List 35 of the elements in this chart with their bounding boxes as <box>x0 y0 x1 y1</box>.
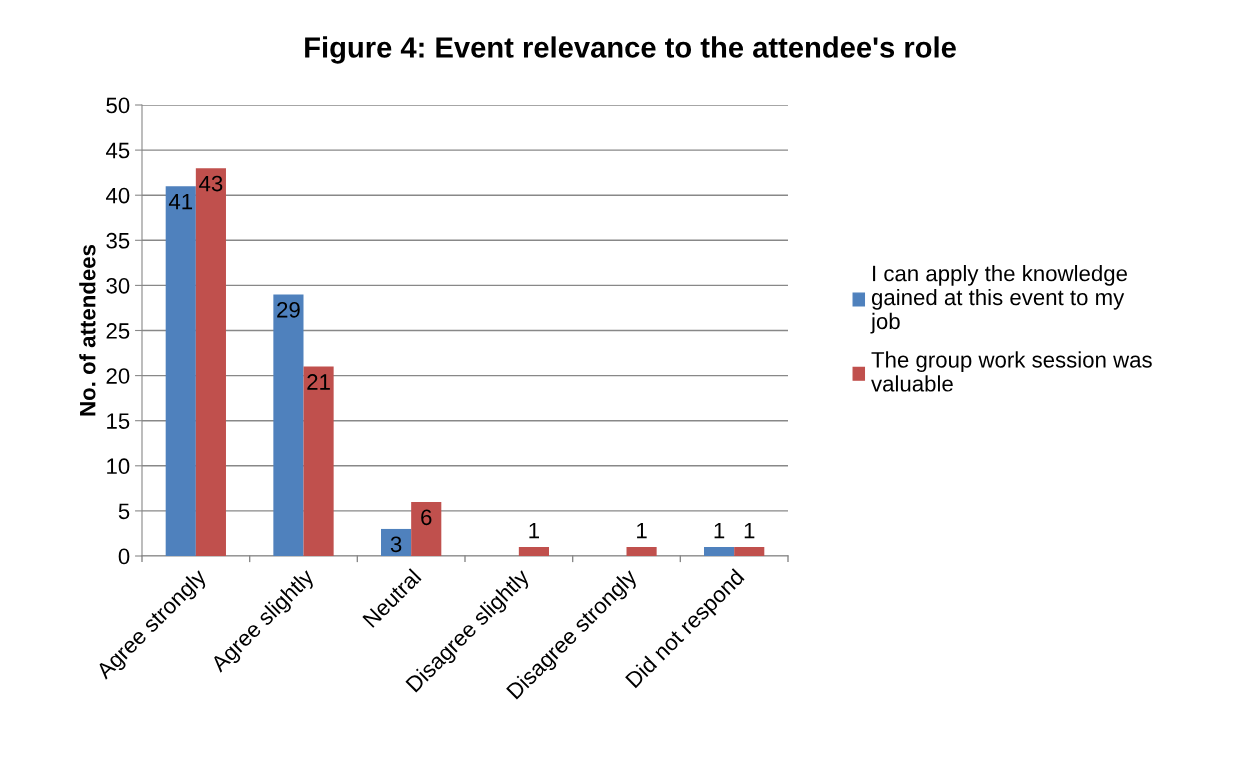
y-tick-label: 50 <box>106 97 130 114</box>
chart-title: Figure 4: Event relevance to the attendee's role <box>305 36 956 64</box>
y-tick-label: 30 <box>106 277 130 294</box>
y-tick-label: 25 <box>106 323 130 339</box>
data-label: 1 <box>529 522 539 539</box>
data-label: 1 <box>714 522 725 539</box>
data-label: 29 <box>277 301 300 318</box>
y-tick-label: 15 <box>107 413 130 429</box>
data-label: 1 <box>744 522 755 539</box>
data-label: 43 <box>199 175 223 192</box>
data-label: 1 <box>637 522 647 539</box>
data-label: 6 <box>421 509 432 526</box>
bar <box>165 186 196 556</box>
y-axis-title: No. of attendees <box>79 244 96 416</box>
y-tick-label: 40 <box>105 187 130 204</box>
y-tick-label: 5 <box>118 503 130 520</box>
y-tick-label: 45 <box>105 142 130 159</box>
y-tick-label: 10 <box>107 458 130 475</box>
y-tick-label: 0 <box>118 548 130 565</box>
data-label: 21 <box>307 374 330 390</box>
y-tick-label: 35 <box>106 232 130 249</box>
bar <box>273 294 304 556</box>
bar <box>411 501 442 556</box>
bar <box>518 546 549 556</box>
bar <box>734 546 765 556</box>
bar <box>195 168 226 556</box>
data-label: 3 <box>390 536 402 553</box>
bar <box>381 528 412 556</box>
legend-label: I can apply the knowledge gained at this event to my job <box>870 264 1127 334</box>
legend-label: The group work session was valuable <box>871 351 1152 392</box>
bar <box>303 366 334 556</box>
data-label: 41 <box>168 193 193 210</box>
bar <box>704 546 735 556</box>
bar <box>626 546 657 556</box>
y-tick-label: 20 <box>106 368 130 384</box>
